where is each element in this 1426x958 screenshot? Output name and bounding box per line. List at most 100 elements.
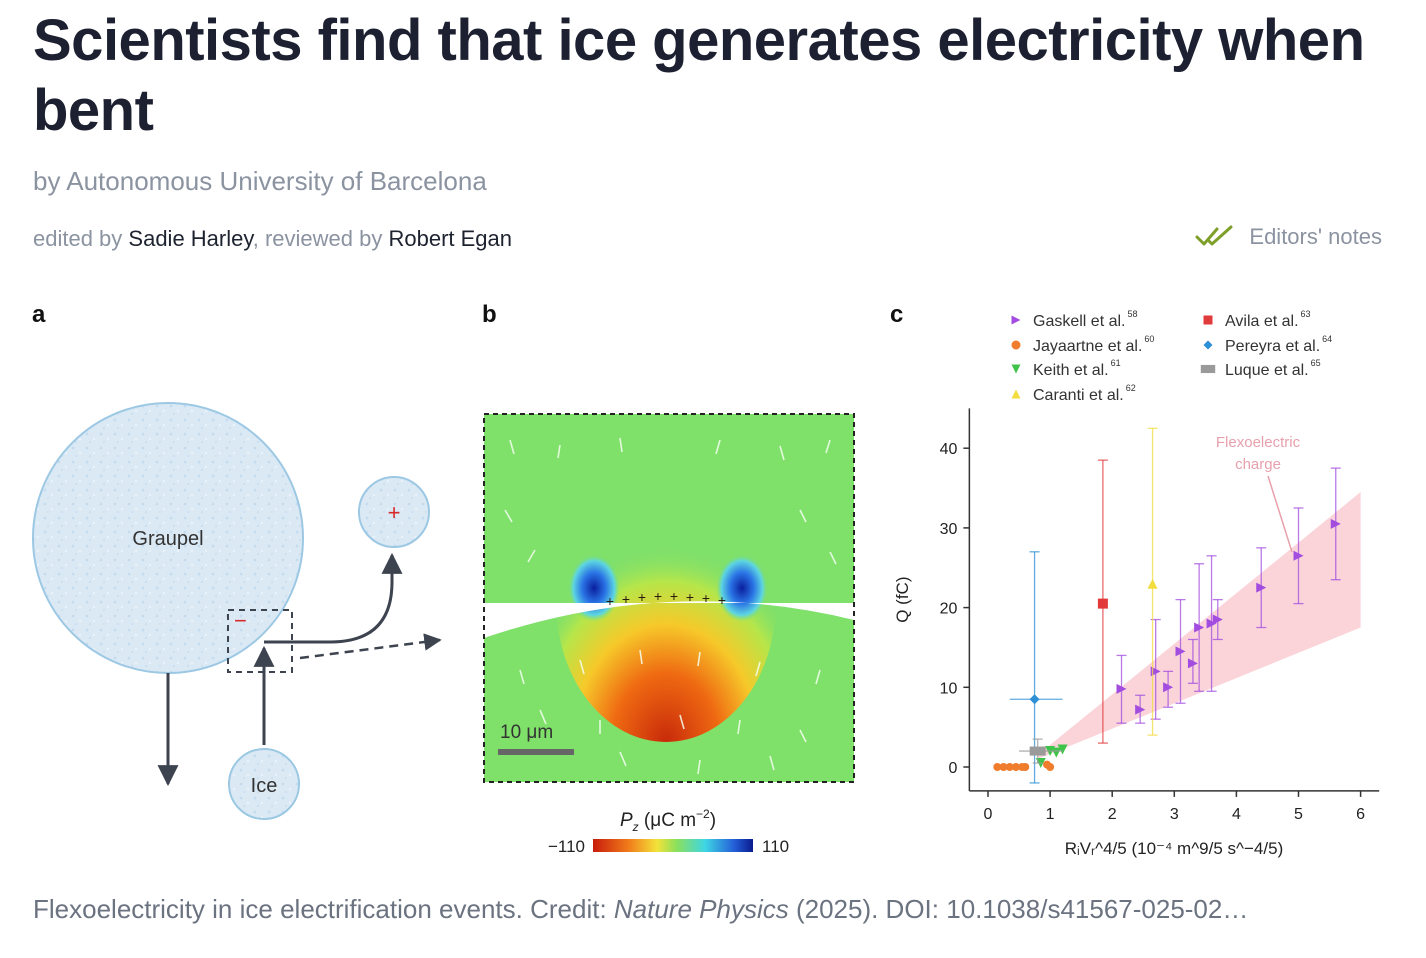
data-point (1046, 763, 1055, 771)
data-point (1021, 763, 1030, 771)
panel-c-label: c (890, 301, 903, 328)
legend-label: Luque et al. (1225, 362, 1309, 379)
charge-transfer-arrow (264, 552, 403, 644)
svg-text:+: + (606, 593, 614, 609)
figure-image: a Graupel + Ice − b (32, 301, 1380, 858)
polarization-map: + + + + + + + + (484, 414, 854, 782)
y-axis-label: Q (fC) (893, 576, 912, 622)
editors-notes-label: Editors' notes (1249, 224, 1382, 249)
x-tick-label: 1 (1046, 806, 1055, 823)
legend-marker (1203, 315, 1213, 325)
colorbar-title: Pz (μC m−2) (620, 807, 716, 834)
legend-label: Keith et al. (1033, 362, 1109, 379)
panel-b-label: b (482, 301, 497, 328)
zoom-pointer-arrow (299, 633, 442, 660)
y-tick-label: 30 (940, 521, 958, 538)
legend-marker (1203, 340, 1213, 350)
editors-notes-link[interactable]: Editors' notes (1195, 224, 1382, 250)
scale-bar (498, 749, 574, 755)
contact-region-box (227, 609, 293, 673)
flexo-annotation-line2: charge (1235, 456, 1281, 473)
double-check-icon (1195, 225, 1233, 246)
legend-marker (1011, 340, 1021, 350)
legend-label: Avila et al. (1225, 313, 1299, 330)
figure-caption: Flexoelectricity in ice electrification … (33, 894, 1393, 925)
data-point (993, 763, 1002, 771)
x-axis-label: RᵢVᵣ^4/5 (10⁻⁴ m^9/5 s^−4/5) (1065, 839, 1283, 858)
y-tick-label: 10 (940, 680, 958, 697)
x-tick-label: 5 (1294, 806, 1303, 823)
legend-ref: 58 (1127, 309, 1137, 319)
panel-b: b (482, 301, 855, 856)
svg-text:+: + (638, 589, 646, 605)
y-tick-label: 20 (940, 601, 958, 618)
panel-b-frame (483, 413, 855, 783)
legend-label: Gaskell et al. (1033, 313, 1125, 330)
data-point (1256, 582, 1267, 593)
article-figure: a Graupel + Ice − b (0, 290, 1426, 880)
legend-ref: 64 (1322, 334, 1332, 344)
byline: by Autonomous University of Barcelona (33, 166, 487, 196)
data-point (1194, 622, 1205, 633)
legend-ref: 63 (1301, 309, 1311, 319)
data-point (1051, 747, 1062, 758)
edited-by-label: edited by (33, 226, 129, 251)
scale-bar-label: 10 μm (500, 722, 553, 743)
editorial-credits: edited by Sadie Harley, reviewed by Robe… (33, 226, 512, 252)
article-title: Scientists find that ice generates elect… (33, 8, 1365, 143)
data-point (1147, 578, 1158, 589)
svg-text:+: + (670, 588, 678, 604)
data-point (1097, 598, 1108, 609)
legend-ref: 60 (1144, 334, 1154, 344)
chart-axes: 0 10 20 30 40 0 1 2 3 4 5 6 (940, 408, 1380, 823)
data-point (1212, 614, 1223, 625)
svg-text:+: + (718, 592, 726, 608)
y-tick-label: 40 (940, 441, 958, 458)
reviewer-link[interactable]: Robert Egan (388, 226, 512, 251)
chart-points (993, 427, 1341, 784)
data-point (1135, 704, 1146, 715)
svg-text:+: + (686, 589, 694, 605)
data-point (1206, 618, 1217, 629)
x-tick-label: 6 (1356, 806, 1365, 823)
plus-sign: + (388, 500, 401, 525)
data-point (1011, 763, 1020, 771)
data-point (1057, 744, 1068, 755)
svg-text:+: + (702, 590, 710, 606)
positive-particle (358, 476, 430, 548)
caption-prefix: Flexoelectricity in ice electrification … (33, 894, 614, 924)
data-point (1163, 682, 1174, 693)
legend-ref: 65 (1311, 358, 1321, 368)
legend-marker (1011, 315, 1021, 325)
minus-sign: − (234, 608, 247, 633)
chart-legend: Gaskell et al. 58 Jayaartne et al. 60 Keith … (1011, 309, 1332, 404)
y-tick-label: 0 (948, 760, 957, 777)
legend-ref: 62 (1126, 383, 1136, 393)
legend-label: Caranti et al. (1033, 387, 1124, 404)
ice-label: Ice (251, 775, 278, 797)
reviewed-by-label: , reviewed by (252, 226, 389, 251)
colorbar (593, 839, 753, 852)
legend-marker (1011, 364, 1021, 374)
x-tick-label: 3 (1170, 806, 1179, 823)
legend-ref: 61 (1111, 358, 1121, 368)
legend-marker (1011, 389, 1021, 399)
graupel-label: Graupel (132, 528, 203, 550)
caption-suffix: (2025). DOI: 10.1038/s41567-025-02… (788, 894, 1249, 924)
flexo-annotation-line1: Flexoelectric (1216, 434, 1301, 451)
x-tick-label: 4 (1232, 806, 1241, 823)
svg-text:+: + (622, 591, 630, 607)
colorbar-min: −110 (548, 837, 585, 856)
panel-a-label: a (32, 301, 46, 328)
flexo-annotation-pointer (1267, 475, 1293, 553)
data-point (1029, 694, 1040, 705)
panel-a: a Graupel + Ice − (32, 301, 442, 820)
editor-link[interactable]: Sadie Harley (128, 226, 253, 251)
data-point (1175, 646, 1186, 657)
x-tick-label: 2 (1108, 806, 1117, 823)
caption-journal: Nature Physics (613, 894, 789, 924)
data-point (999, 763, 1008, 771)
data-point (1005, 763, 1014, 771)
ice-particle (228, 748, 300, 820)
